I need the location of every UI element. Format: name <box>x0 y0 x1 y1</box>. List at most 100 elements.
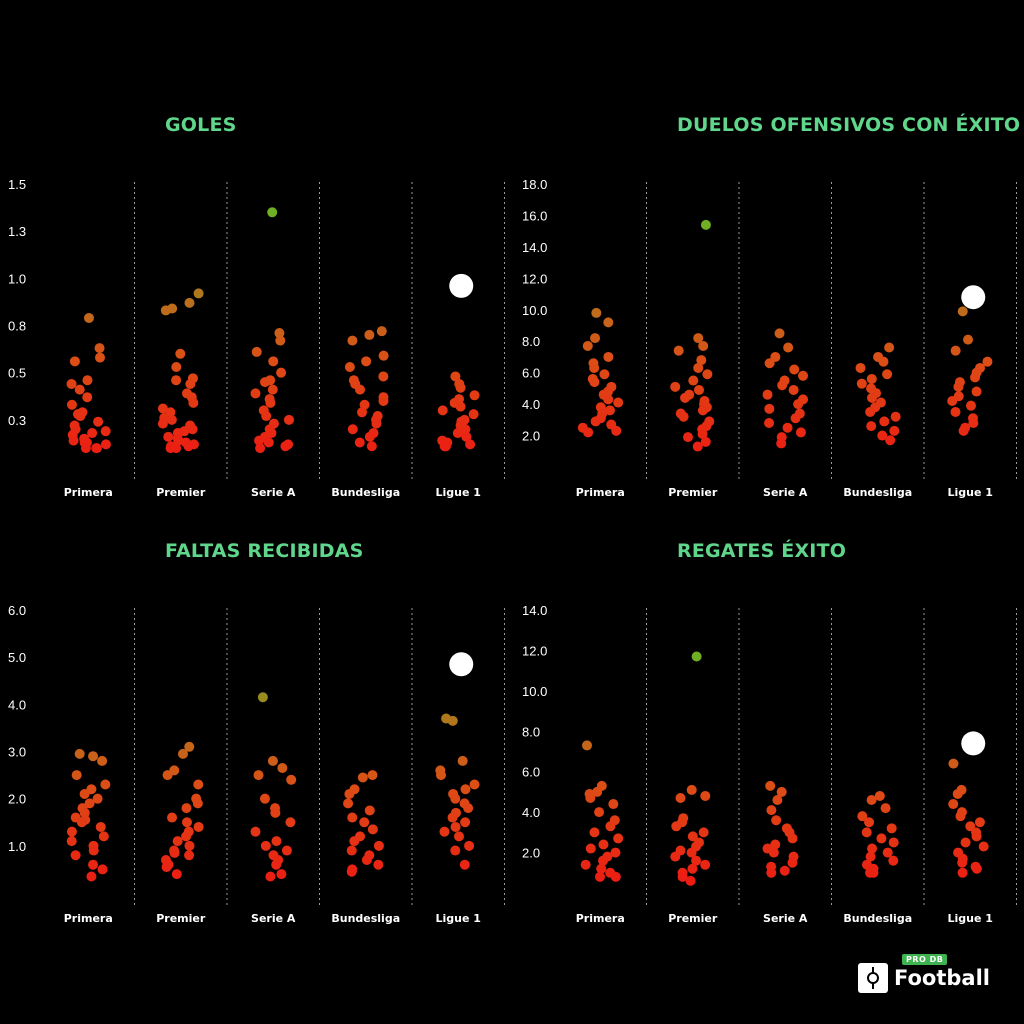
player-point <box>95 352 106 363</box>
player-point <box>276 367 287 378</box>
player-point <box>253 770 264 781</box>
x-tick-label: Serie A <box>251 486 296 499</box>
player-point <box>177 748 188 759</box>
y-tick-label: 8.0 <box>522 334 540 349</box>
player-point <box>192 798 203 809</box>
player-point <box>867 843 878 854</box>
player-point <box>591 307 602 318</box>
player-point <box>963 334 974 345</box>
y-tick-label: 10.0 <box>522 684 547 699</box>
x-tick-label: Bundesliga <box>331 912 400 925</box>
player-point <box>80 443 91 454</box>
player-point <box>613 833 624 844</box>
player-point <box>594 871 605 882</box>
player-point <box>958 425 969 436</box>
y-tick-label: 5.0 <box>8 650 26 665</box>
player-point <box>970 372 981 383</box>
player-point <box>865 867 876 878</box>
player-point <box>599 369 610 380</box>
player-point <box>270 807 281 818</box>
y-tick-label: 1.0 <box>8 271 26 286</box>
player-point <box>450 793 461 804</box>
player-point <box>271 859 282 870</box>
player-point <box>86 871 97 882</box>
player-point <box>343 798 354 809</box>
player-point <box>680 392 691 403</box>
player-point <box>971 386 982 397</box>
player-point <box>460 784 471 795</box>
player-point <box>605 821 616 832</box>
player-point <box>764 417 775 428</box>
y-tick-label: 6.0 <box>522 366 540 381</box>
player-point <box>777 380 788 391</box>
x-tick-label: Primera <box>64 486 113 499</box>
player-point <box>685 875 696 886</box>
player-point <box>468 409 479 420</box>
player-point <box>450 845 461 856</box>
player-point <box>580 859 591 870</box>
player-point <box>346 866 357 877</box>
player-point <box>589 362 600 373</box>
player-point <box>700 790 711 801</box>
x-tick-label: Premier <box>668 912 718 925</box>
player-point <box>608 799 619 810</box>
player-point <box>367 824 378 835</box>
player-point <box>457 755 468 766</box>
player-point <box>70 850 81 861</box>
player-point <box>890 411 901 422</box>
y-tick-label: 6.0 <box>8 603 26 618</box>
player-point <box>957 857 968 868</box>
player-point <box>188 397 199 408</box>
player-point <box>181 803 192 814</box>
player-point <box>357 407 368 418</box>
y-tick-label: 0.3 <box>8 413 26 428</box>
player-point <box>184 850 195 861</box>
player-point <box>378 350 389 361</box>
player-point <box>435 770 446 781</box>
player-point <box>371 418 382 429</box>
player-point <box>255 443 266 454</box>
x-tick-label: Ligue 1 <box>948 486 993 499</box>
player-point <box>604 405 615 416</box>
player-point <box>267 755 278 766</box>
player-point <box>957 306 968 317</box>
player-point <box>771 815 782 826</box>
duelos-plot: 18.0 16.0 14.0 12.0 10.0 8.0 6.0 4.0 2.0 Primera P… <box>522 177 1017 499</box>
player-point <box>700 436 711 447</box>
highlight-player-point <box>961 731 986 756</box>
player-point <box>465 439 476 450</box>
player-point <box>364 329 375 340</box>
player-point <box>349 836 360 847</box>
x-tick-label: Primera <box>576 486 625 499</box>
player-point <box>974 817 985 828</box>
player-point <box>787 833 798 844</box>
chart-regates-exito: REGATES ÉXITO 14.0 12.0 10.0 8.0 6.0 4.0 2.0 Pr… <box>512 526 1024 946</box>
x-tick-label: Ligue 1 <box>436 912 481 925</box>
chart-duelos-ofensivos: DUELOS OFENSIVOS CON ÉXITO 18.0 16.0 14.0 1… <box>512 100 1024 520</box>
pitch-icon <box>858 963 888 993</box>
player-point <box>889 425 900 436</box>
y-tick-label: 14.0 <box>522 603 547 618</box>
player-point <box>359 399 370 410</box>
player-point <box>888 837 899 848</box>
chart-title: REGATES ÉXITO <box>677 540 847 562</box>
player-point <box>880 803 891 814</box>
player-point <box>373 859 384 870</box>
player-point <box>280 441 291 452</box>
player-point <box>687 863 698 874</box>
player-point <box>592 786 603 797</box>
player-point <box>193 288 204 299</box>
player-point <box>697 428 708 439</box>
player-point <box>181 817 192 828</box>
player-point <box>95 821 106 832</box>
player-point <box>157 403 168 414</box>
player-point <box>344 362 355 373</box>
player-point <box>93 416 104 427</box>
player-point <box>91 443 102 454</box>
player-point <box>598 855 609 866</box>
player-point <box>589 827 600 838</box>
player-point <box>700 859 711 870</box>
player-point <box>364 431 375 442</box>
player-point <box>953 381 964 392</box>
player-point <box>793 399 804 410</box>
